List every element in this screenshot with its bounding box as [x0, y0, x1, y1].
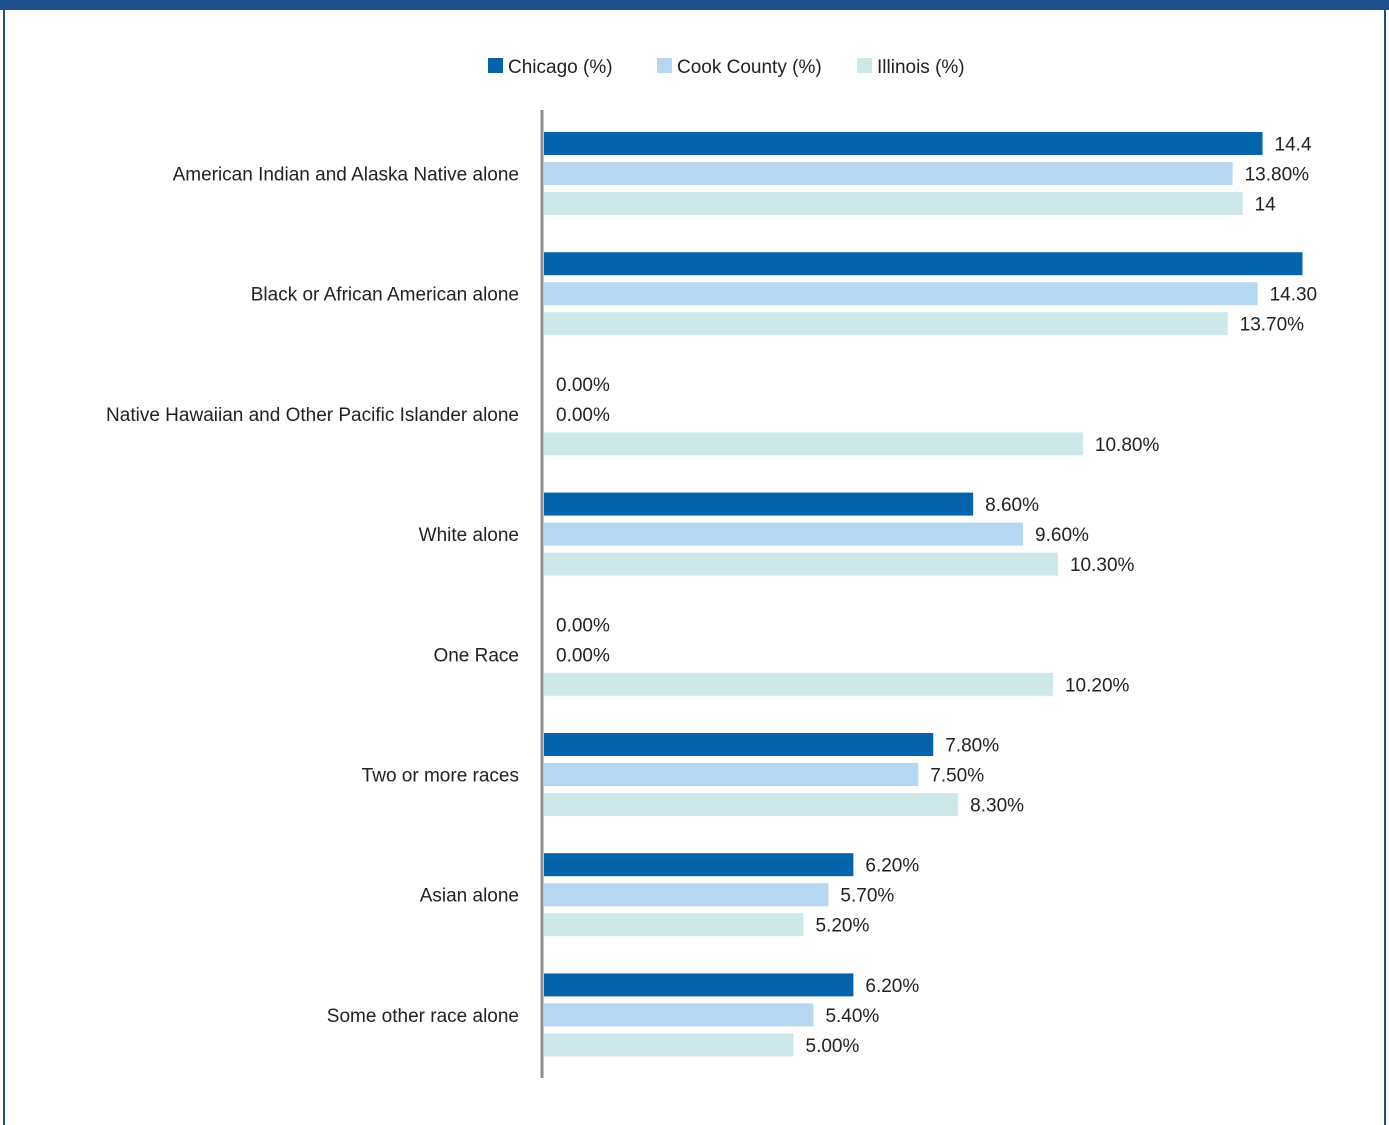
data-label-illinois: 10.20%	[1065, 675, 1130, 696]
data-label-chicago: 7.80%	[945, 736, 999, 757]
data-label-cook_county: 7.50%	[930, 766, 984, 787]
value-labels: 14.4 13.80% 14 14.30 13.70% 0.00% 0.00% 10.80% 8…	[556, 135, 1317, 1057]
category-label: Black or African American alone	[251, 285, 519, 306]
category-label: Native Hawaiian and Other Pacific Island…	[106, 405, 519, 426]
legend-label-cook_county: Cook County (%)	[677, 57, 822, 78]
category-label: Asian alone	[420, 886, 519, 907]
frame-right-border	[1384, 10, 1386, 1125]
data-label-illinois: 5.20%	[815, 916, 869, 937]
data-label-cook_county: 0.00%	[556, 645, 610, 666]
bar-cook_county	[544, 1003, 814, 1027]
data-label-chicago: 8.60%	[985, 495, 1039, 516]
bar-chicago	[544, 252, 1303, 276]
frame-left-border	[3, 10, 5, 1125]
bars	[544, 132, 1303, 1057]
bar-illinois	[544, 793, 959, 816]
bar-illinois	[544, 312, 1228, 336]
data-label-cook_county: 5.40%	[825, 1006, 879, 1027]
bar-illinois	[544, 1033, 794, 1057]
data-label-illinois: 10.80%	[1095, 435, 1160, 456]
legend-swatch-illinois	[857, 58, 872, 73]
category-label: Two or more races	[362, 766, 519, 787]
legend-swatch-cook_county	[657, 58, 672, 73]
data-label-chicago: 0.00%	[556, 615, 610, 636]
category-labels: American Indian and Alaska Native alone B…	[106, 165, 519, 1027]
bar-chicago	[544, 853, 854, 877]
bar-illinois	[544, 552, 1058, 576]
bar-illinois	[544, 432, 1083, 456]
bar-chicago	[544, 733, 934, 756]
legend-label-chicago: Chicago (%)	[508, 57, 613, 78]
data-label-chicago: 14.4	[1275, 135, 1312, 156]
bar-chicago	[544, 492, 974, 516]
data-label-cook_county: 14.30	[1270, 285, 1318, 306]
bar-illinois	[544, 913, 804, 937]
data-label-cook_county: 13.80%	[1245, 165, 1310, 186]
bar-chicago	[544, 973, 854, 997]
bar-illinois	[544, 672, 1053, 696]
data-label-cook_county: 9.60%	[1035, 525, 1089, 546]
category-label: One Race	[433, 645, 519, 666]
data-label-cook_county: 5.70%	[840, 886, 894, 907]
bar-illinois	[544, 192, 1243, 215]
data-label-illinois: 14	[1255, 195, 1277, 216]
frame-top-border	[0, 0, 1389, 10]
data-label-chicago: 6.20%	[865, 976, 919, 997]
data-label-chicago: 0.00%	[556, 375, 610, 396]
data-label-illinois: 5.00%	[806, 1036, 860, 1057]
data-label-illinois: 13.70%	[1240, 315, 1305, 336]
legend: Chicago (%) Cook County (%) Illinois (%)	[488, 57, 965, 78]
category-label: American Indian and Alaska Native alone	[173, 165, 519, 186]
category-label: Some other race alone	[327, 1006, 519, 1027]
bar-cook_county	[544, 883, 829, 907]
bar-chicago	[544, 132, 1263, 155]
data-label-illinois: 8.30%	[970, 796, 1024, 817]
category-label: White alone	[419, 525, 519, 546]
bar-cook_county	[544, 282, 1258, 306]
bar-cook_county	[544, 522, 1024, 546]
bar-cook_county	[544, 162, 1233, 185]
data-label-cook_county: 0.00%	[556, 405, 610, 426]
data-label-chicago: 6.20%	[865, 856, 919, 877]
legend-label-illinois: Illinois (%)	[877, 57, 965, 78]
legend-swatch-chicago	[488, 58, 503, 73]
bar-cook_county	[544, 763, 919, 786]
data-label-illinois: 10.30%	[1070, 555, 1135, 576]
